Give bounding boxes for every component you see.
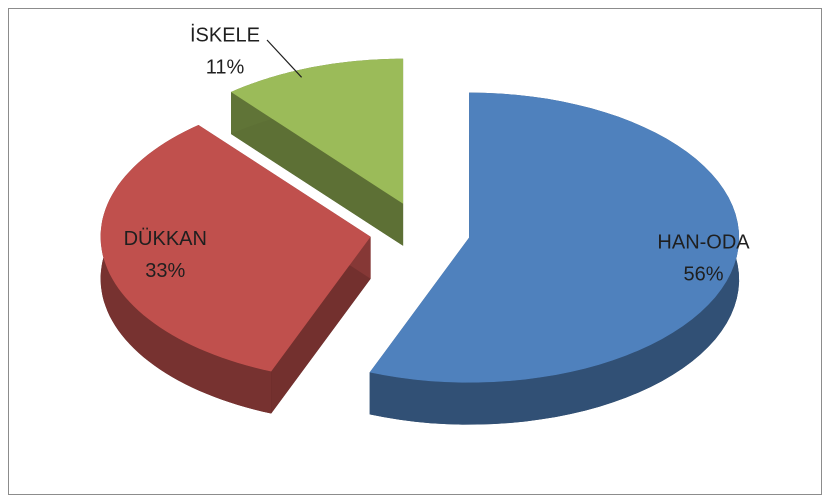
category-label: HAN-ODA [657,232,750,254]
slice-side [231,92,404,246]
leader-line [266,39,303,78]
value-label: 33% [145,260,185,282]
slice [369,92,740,383]
slice-side [369,92,740,425]
value-label: 11% [206,56,245,78]
pie [100,58,740,425]
slice [231,58,404,204]
value-label: 56% [684,264,724,286]
data-labels: HAN-ODA 56% DÜKKAN 33% İSKELE 11% [124,23,751,285]
category-label: İSKELE [190,23,260,46]
slice-side [271,236,371,414]
category-label: DÜKKAN [124,228,207,250]
slice [100,125,371,372]
